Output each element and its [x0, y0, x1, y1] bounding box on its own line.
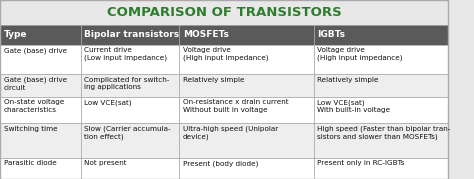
Text: Type: Type	[4, 30, 27, 39]
Text: On-resistance x drain current
Without built in voltage: On-resistance x drain current Without bu…	[183, 99, 288, 113]
FancyBboxPatch shape	[0, 45, 448, 74]
Text: Ultra-high speed (Unipolar
device): Ultra-high speed (Unipolar device)	[183, 125, 278, 140]
Text: Voltage drive
(High input impedance): Voltage drive (High input impedance)	[317, 47, 402, 61]
Text: MOSFETs: MOSFETs	[183, 30, 228, 39]
Text: Parasitic diode: Parasitic diode	[4, 160, 56, 166]
Text: Low VCE(sat): Low VCE(sat)	[84, 99, 132, 106]
Text: Bipolar transistors: Bipolar transistors	[84, 30, 179, 39]
Text: Gate (base) drive: Gate (base) drive	[4, 47, 67, 54]
Text: Complicated for switch-
ing applications: Complicated for switch- ing applications	[84, 77, 170, 90]
Text: Gate (base) drive
circuit: Gate (base) drive circuit	[4, 77, 67, 91]
Text: Relatively simple: Relatively simple	[183, 77, 244, 83]
Text: Voltage drive
(High input impedance): Voltage drive (High input impedance)	[183, 47, 268, 61]
FancyBboxPatch shape	[0, 97, 448, 123]
FancyBboxPatch shape	[0, 25, 448, 45]
Text: High speed (Faster than bipolar tran-
sistors and slower than MOSFETs): High speed (Faster than bipolar tran- si…	[317, 125, 450, 140]
FancyBboxPatch shape	[0, 123, 448, 158]
Text: Current drive
(Low input impedance): Current drive (Low input impedance)	[84, 47, 167, 61]
Text: Relatively simple: Relatively simple	[317, 77, 379, 83]
FancyBboxPatch shape	[0, 0, 448, 25]
FancyBboxPatch shape	[0, 158, 448, 179]
Text: Slow (Carrier accumula-
tion effect): Slow (Carrier accumula- tion effect)	[84, 125, 171, 140]
Text: Not present: Not present	[84, 160, 127, 166]
Text: IGBTs: IGBTs	[317, 30, 345, 39]
Text: Present (body diode): Present (body diode)	[183, 160, 258, 167]
Text: Low VCE(sat)
With built-in voltage: Low VCE(sat) With built-in voltage	[317, 99, 390, 113]
Text: Switching time: Switching time	[4, 125, 57, 132]
Text: On-state voltage
characteristics: On-state voltage characteristics	[4, 99, 64, 113]
FancyBboxPatch shape	[0, 74, 448, 97]
Text: COMPARISON OF TRANSISTORS: COMPARISON OF TRANSISTORS	[107, 6, 341, 19]
Text: Present only in RC-IGBTs: Present only in RC-IGBTs	[317, 160, 405, 166]
